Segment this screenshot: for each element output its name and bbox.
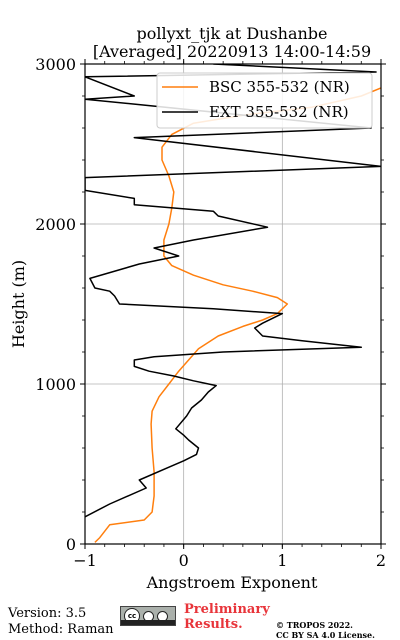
preliminary-results-text: Preliminary Results. bbox=[184, 602, 270, 632]
copyright-text: © TROPOS 2022. CC BY SA 4.0 License. bbox=[276, 620, 396, 640]
y-tick-label: 0 bbox=[66, 535, 76, 554]
x-tick-label: 1 bbox=[277, 551, 287, 570]
copyright-line2: CC BY SA 4.0 License. bbox=[276, 630, 375, 640]
x-tick-label: 0 bbox=[179, 551, 189, 570]
chart-title-line1: pollyxt_tjk at Dushanbe bbox=[136, 24, 327, 43]
legend: BSC 355-532 (NR) EXT 355-532 (NR) bbox=[156, 72, 373, 129]
version-text: Version: 3.5 bbox=[8, 606, 87, 621]
cc-license-badge: cc bbox=[120, 606, 176, 626]
x-axis-label: Angstroem Exponent bbox=[146, 573, 318, 592]
x-tick-label: −1 bbox=[73, 551, 97, 570]
plot-frame bbox=[84, 63, 382, 545]
copyright-line1: © TROPOS 2022. bbox=[276, 620, 353, 630]
angstroem-profile-chart: pollyxt_tjk at Dushanbe [Averaged] 20220… bbox=[9, 24, 386, 592]
y-tick-label: 2000 bbox=[35, 215, 76, 234]
series-line-0 bbox=[94, 87, 381, 543]
method-text: Method: Raman bbox=[8, 622, 114, 637]
legend-box bbox=[156, 72, 373, 129]
y-axis-label: Height (m) bbox=[9, 260, 28, 348]
badge-strip bbox=[121, 620, 175, 625]
y-tick-label: 1000 bbox=[35, 375, 76, 394]
series-layer bbox=[85, 64, 381, 543]
legend-label-ext: EXT 355-532 (NR) bbox=[209, 103, 349, 121]
y-tick-label: 3000 bbox=[35, 55, 76, 74]
series-line-1 bbox=[85, 64, 381, 518]
chart-title-line2: [Averaged] 20220913 14:00-14:59 bbox=[93, 42, 371, 61]
legend-label-bsc: BSC 355-532 (NR) bbox=[209, 78, 350, 96]
tick-marks bbox=[80, 59, 386, 549]
x-tick-label: 2 bbox=[376, 551, 386, 570]
